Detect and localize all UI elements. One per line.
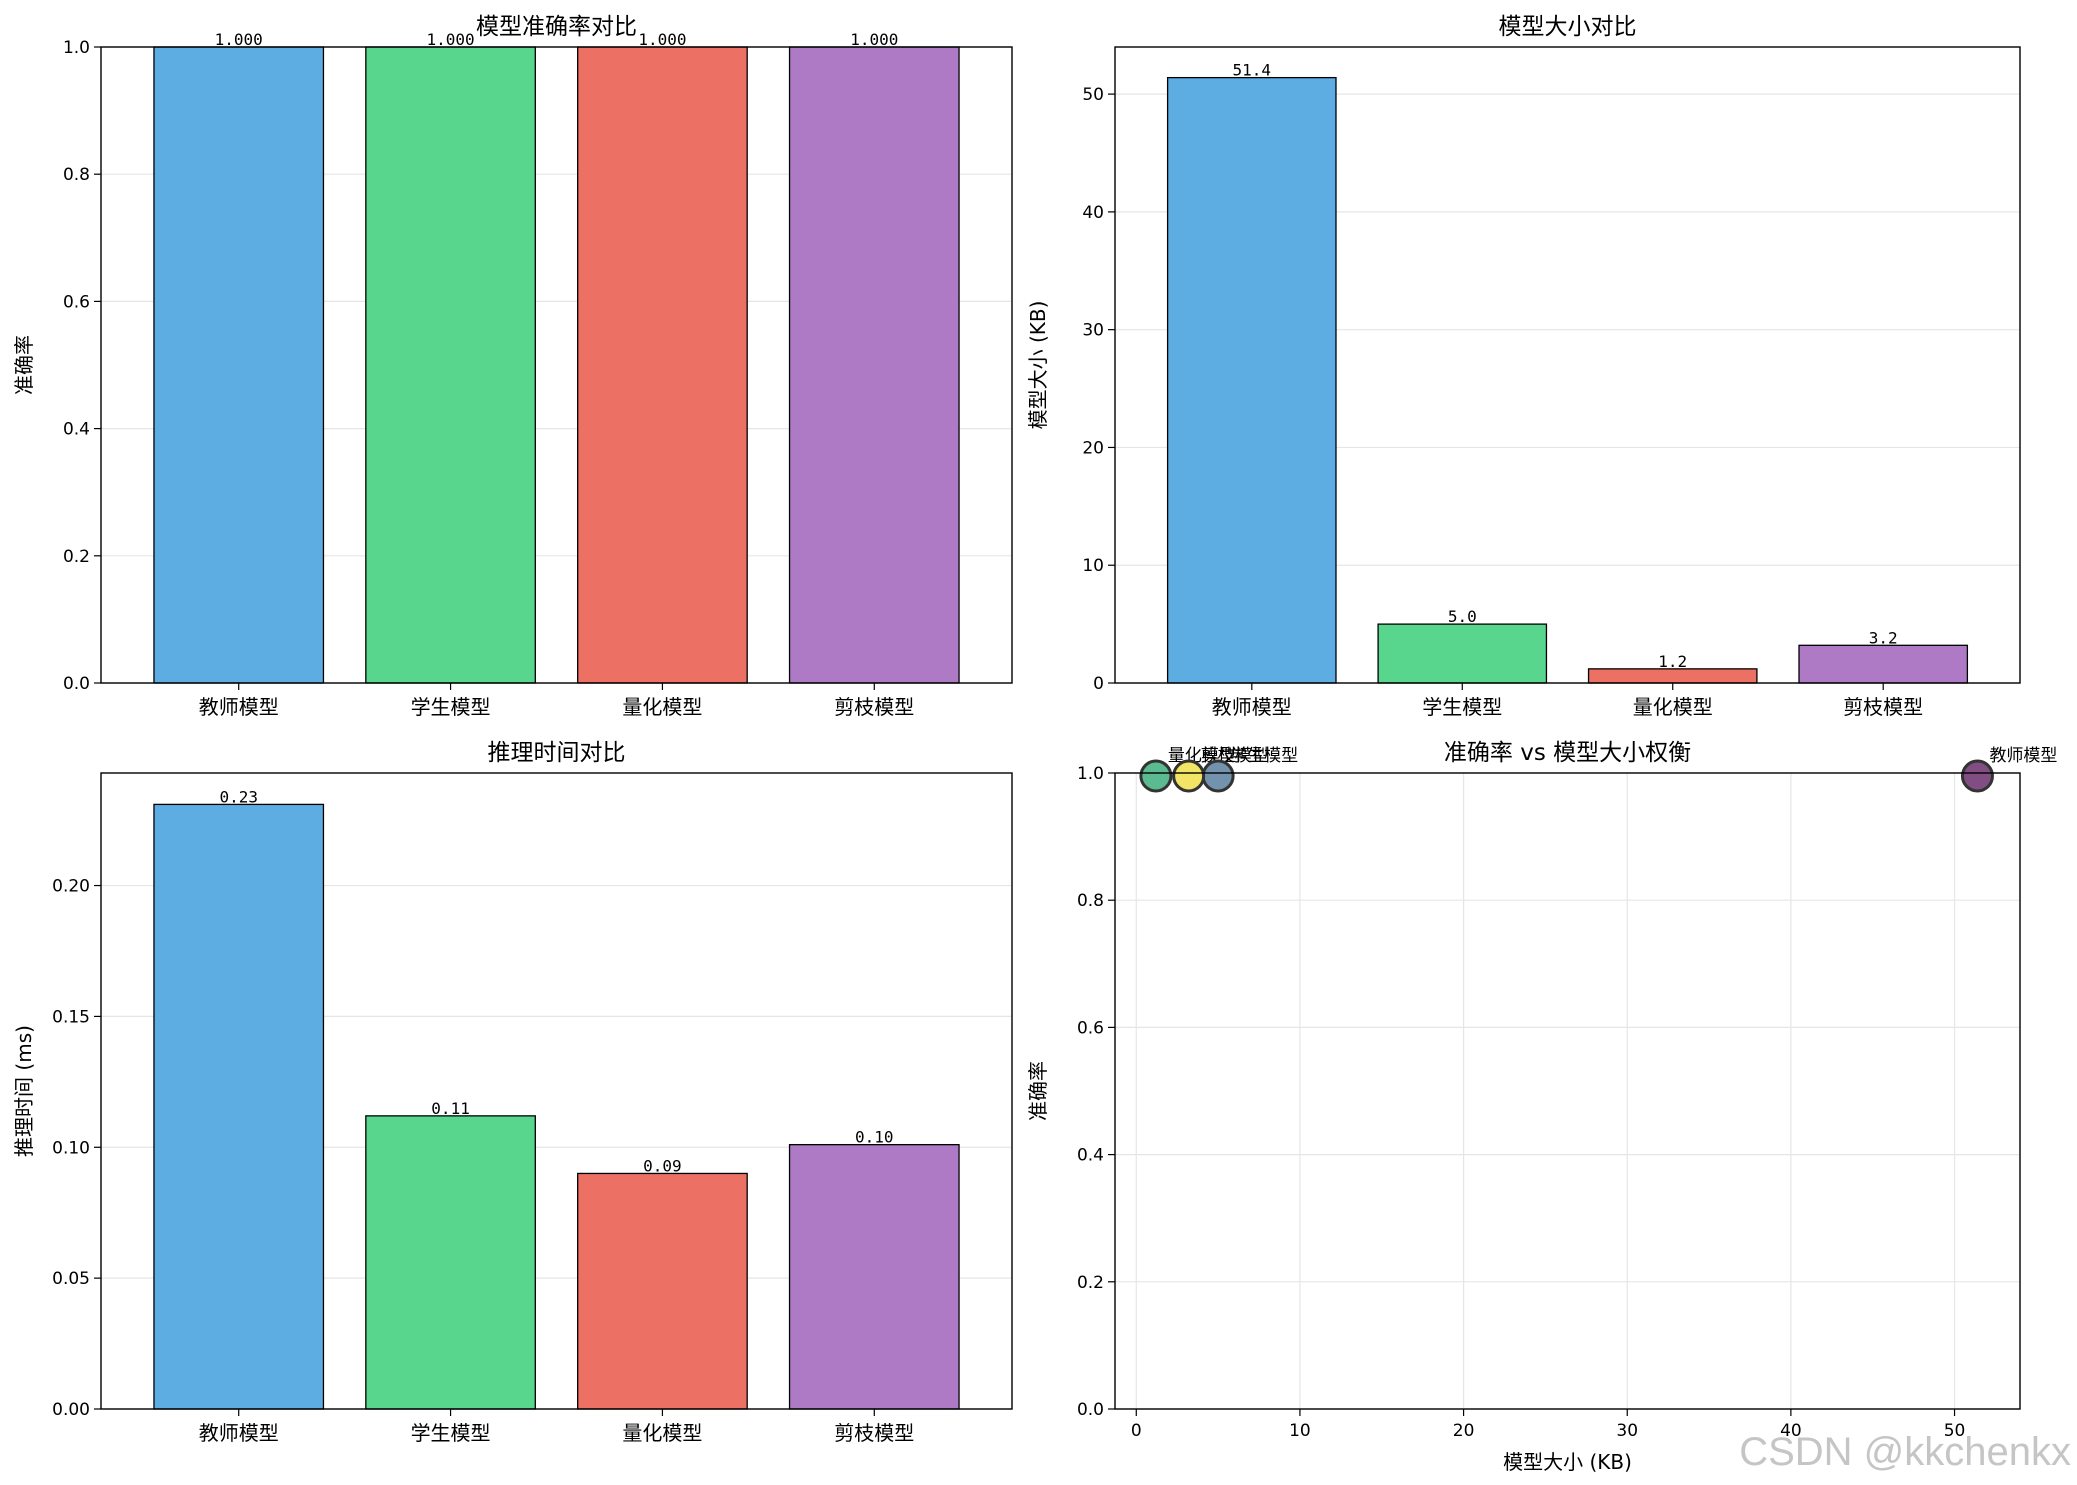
bar-教师模型 bbox=[1166, 76, 1337, 684]
bar-学生模型 bbox=[1377, 623, 1548, 684]
x-tick-label: 量化模型 bbox=[622, 695, 702, 719]
y-tick-label: 50 bbox=[1082, 85, 1104, 105]
x-tick-label: 10 bbox=[1289, 1421, 1311, 1441]
bar-剪枝模型 bbox=[1798, 644, 1969, 684]
bar-量化模型 bbox=[577, 46, 748, 684]
y-tick-label: 0.6 bbox=[63, 292, 90, 312]
bar-剪枝模型 bbox=[788, 46, 960, 684]
scatter-point-学生模型 bbox=[1201, 759, 1235, 793]
data-label: 3.2 bbox=[1869, 628, 1898, 647]
scatter-point-教师模型 bbox=[1960, 759, 1994, 793]
y-tick-label: 40 bbox=[1082, 203, 1104, 223]
bar-量化模型 bbox=[577, 1172, 748, 1410]
axes-frame bbox=[100, 46, 1013, 684]
x-tick-label: 剪枝模型 bbox=[834, 695, 914, 719]
data-label: 0.09 bbox=[643, 1156, 682, 1175]
y-tick-label: 0.4 bbox=[1077, 1146, 1104, 1166]
x-tick-label: 40 bbox=[1780, 1421, 1802, 1441]
y-tick-label: 0.05 bbox=[52, 1269, 90, 1289]
y-tick-label: 0.2 bbox=[63, 547, 90, 567]
y-tick-label: 0.00 bbox=[52, 1400, 90, 1420]
point-label: 学生模型 bbox=[1230, 746, 1298, 766]
y-tick-label: 0.8 bbox=[63, 165, 90, 185]
y-tick-label: 1.0 bbox=[63, 38, 90, 58]
x-tick-label: 学生模型 bbox=[1422, 695, 1502, 719]
chart-title: 模型准确率对比 bbox=[476, 14, 637, 40]
x-tick-label: 教师模型 bbox=[1212, 695, 1292, 719]
data-label: 0.23 bbox=[219, 787, 258, 806]
y-axis-label: 准确率 bbox=[12, 335, 36, 395]
chart-4: 0.00.20.40.60.81.00 10 20 30 40 50教师模型学生模型量化模… bbox=[1026, 740, 2057, 1474]
x-tick-label: 30 bbox=[1616, 1421, 1638, 1441]
x-tick-label: 剪枝模型 bbox=[834, 1421, 914, 1445]
chart-title: 模型大小对比 bbox=[1499, 14, 1637, 40]
data-label: 1.000 bbox=[638, 30, 686, 49]
y-tick-label: 0.6 bbox=[1077, 1018, 1104, 1038]
chart-1: 0.0 0.2 0.4 0.6 0.8 1.0 1.000 教师模型 1.000 学生模型 1.00… bbox=[12, 14, 1013, 719]
bar-学生模型 bbox=[365, 46, 536, 684]
data-label: 51.4 bbox=[1233, 61, 1272, 80]
x-tick-label: 0 bbox=[1131, 1421, 1142, 1441]
bar-教师模型 bbox=[153, 803, 325, 1410]
data-label: 0.10 bbox=[855, 1128, 894, 1147]
y-tick-label: 0.0 bbox=[1077, 1400, 1104, 1420]
y-tick-label: 0.20 bbox=[52, 877, 90, 897]
x-tick-label: 剪枝模型 bbox=[1843, 695, 1923, 719]
y-tick-label: 0.15 bbox=[52, 1007, 90, 1027]
y-tick-label: 0 bbox=[1093, 674, 1104, 694]
y-axis-label: 模型大小 (KB) bbox=[1026, 301, 1050, 430]
y-tick-label: 0.8 bbox=[1077, 891, 1104, 911]
x-tick-label: 50 bbox=[1944, 1421, 1966, 1441]
chart-title: 准确率 vs 模型大小权衡 bbox=[1444, 740, 1691, 766]
y-tick-label: 30 bbox=[1082, 321, 1104, 341]
data-label: 0.11 bbox=[431, 1099, 470, 1118]
scatter-point-量化模型 bbox=[1139, 759, 1173, 793]
data-label: 1.2 bbox=[1658, 652, 1687, 671]
data-label: 1.000 bbox=[850, 30, 898, 49]
data-label: 5.0 bbox=[1448, 607, 1477, 626]
y-axis-label: 推理时间 (ms) bbox=[12, 1025, 36, 1157]
x-tick-label: 教师模型 bbox=[199, 1421, 279, 1445]
data-label: 1.000 bbox=[215, 30, 263, 49]
y-tick-label: 0.0 bbox=[63, 674, 90, 694]
chart-3: 0.00 0.05 0.10 0.15 0.20 0.23 教师模型 0.11 学生模型 0.09… bbox=[12, 740, 1013, 1445]
point-label: 教师模型 bbox=[1989, 746, 2057, 766]
data-label: 1.000 bbox=[426, 30, 474, 49]
y-tick-label: 0.2 bbox=[1077, 1273, 1104, 1293]
x-tick-label: 量化模型 bbox=[622, 1421, 702, 1445]
x-axis-label: 模型大小 (KB) bbox=[1503, 1450, 1632, 1474]
axes-frame bbox=[1114, 46, 2021, 684]
scatter-point-剪枝模型 bbox=[1172, 759, 1206, 793]
x-tick-label: 教师模型 bbox=[199, 695, 279, 719]
y-tick-label: 0.4 bbox=[63, 420, 90, 440]
chart-title: 推理时间对比 bbox=[488, 740, 626, 766]
bar-教师模型 bbox=[153, 46, 325, 684]
bar-学生模型 bbox=[365, 1115, 536, 1410]
watermark: CSDN @kkchenkx bbox=[1739, 1430, 2071, 1474]
x-tick-label: 学生模型 bbox=[411, 1421, 491, 1445]
y-axis-label: 准确率 bbox=[1026, 1061, 1050, 1121]
x-tick-label: 量化模型 bbox=[1633, 695, 1713, 719]
y-tick-label: 1.0 bbox=[1077, 764, 1104, 784]
x-tick-label: 学生模型 bbox=[411, 695, 491, 719]
y-tick-label: 20 bbox=[1082, 438, 1104, 458]
bar-量化模型 bbox=[1587, 668, 1758, 684]
x-tick-label: 20 bbox=[1453, 1421, 1475, 1441]
axes-frame bbox=[100, 772, 1013, 1410]
axes-frame bbox=[1114, 772, 2021, 1410]
y-tick-label: 0.10 bbox=[52, 1138, 90, 1158]
y-tick-label: 10 bbox=[1082, 556, 1104, 576]
chart-2: 0 10 20 30 40 50 51.4 教师模型 5.0 学生模型 1.2 量化模型 3.2 剪枝模型… bbox=[1026, 14, 2021, 719]
bar-剪枝模型 bbox=[788, 1144, 960, 1410]
